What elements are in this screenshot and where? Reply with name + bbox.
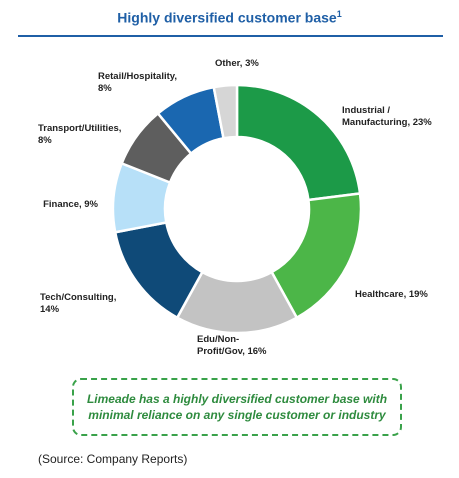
- source-note: (Source: Company Reports): [38, 452, 188, 466]
- slice-label-line: Profit/Gov, 16%: [197, 346, 267, 357]
- slice-label-line: Transport/Utilities,: [38, 123, 121, 134]
- donut-chart: Industrial / Manufacturing, 23% Healthcare…: [38, 58, 432, 357]
- slice-label-line: Industrial /: [342, 105, 390, 116]
- slice-label-line: Finance, 9%: [43, 199, 98, 210]
- slice-label: Other, 3%: [215, 58, 259, 69]
- slice-label-line: 8%: [38, 135, 52, 146]
- slice-label-line: Edu/Non-: [197, 334, 239, 345]
- slice-label-line: Other, 3%: [215, 58, 259, 69]
- footnote-marker: 1: [336, 9, 342, 19]
- donut-slice: [212, 83, 239, 140]
- slice-label: Tech/Consulting, 14%: [40, 292, 116, 315]
- chart-title: Highly diversified customer base1: [117, 9, 342, 26]
- callout-box: Limeade has a highly diversified custome…: [72, 378, 402, 436]
- donut-slice: [235, 83, 362, 202]
- slice-label: Edu/Non-Profit/Gov, 16%: [197, 334, 267, 357]
- slice-label: Transport/Utilities, 8%: [38, 123, 121, 146]
- callout-text: Limeade has a highly diversified custome…: [86, 392, 388, 422]
- slice-label: Retail/Hospitality, 8%: [98, 71, 177, 94]
- slice-label-line: 14%: [40, 304, 60, 315]
- slice-label: Finance, 9%: [43, 199, 98, 210]
- slice-label-line: Retail/Hospitality,: [98, 71, 177, 82]
- slice-label: Industrial / Manufacturing, 23%: [342, 105, 432, 128]
- title-rule: [18, 35, 443, 37]
- slice-label-line: Tech/Consulting,: [40, 292, 116, 303]
- slice-label-line: Healthcare, 19%: [355, 289, 428, 300]
- slice-label-line: Manufacturing, 23%: [342, 117, 432, 128]
- slice-label: Healthcare, 19%: [355, 289, 428, 300]
- slice-label-line: 8%: [98, 83, 112, 94]
